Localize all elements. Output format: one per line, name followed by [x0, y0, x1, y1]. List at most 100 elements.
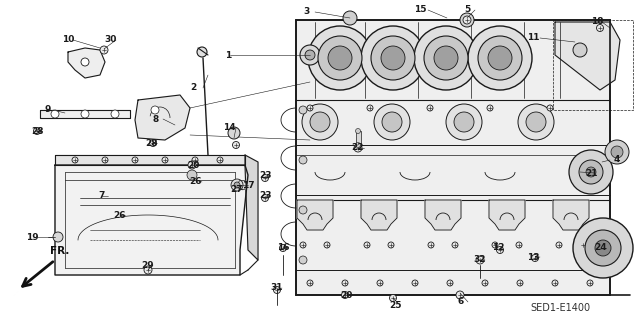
- Circle shape: [447, 280, 453, 286]
- Circle shape: [355, 143, 360, 147]
- Circle shape: [428, 242, 434, 248]
- Circle shape: [328, 46, 352, 70]
- Circle shape: [307, 105, 313, 111]
- Circle shape: [452, 242, 458, 248]
- Circle shape: [81, 58, 89, 66]
- Text: 1: 1: [225, 50, 231, 60]
- Text: 18: 18: [591, 18, 604, 26]
- Circle shape: [33, 128, 40, 135]
- Circle shape: [299, 156, 307, 164]
- Bar: [296, 20, 610, 295]
- Circle shape: [388, 242, 394, 248]
- Circle shape: [300, 45, 320, 65]
- Text: 8: 8: [153, 115, 159, 123]
- Circle shape: [374, 104, 410, 140]
- Circle shape: [354, 144, 362, 152]
- Circle shape: [569, 150, 613, 194]
- Text: 11: 11: [527, 33, 540, 42]
- Text: 6: 6: [458, 298, 464, 307]
- Text: 3: 3: [304, 8, 310, 17]
- Text: 10: 10: [62, 35, 74, 44]
- Circle shape: [361, 26, 425, 90]
- Polygon shape: [55, 155, 245, 165]
- Polygon shape: [68, 48, 105, 78]
- Circle shape: [318, 36, 362, 80]
- Circle shape: [580, 242, 586, 248]
- Circle shape: [100, 46, 108, 54]
- Text: 31: 31: [271, 284, 284, 293]
- Text: 9: 9: [45, 106, 51, 115]
- Text: 27: 27: [230, 186, 243, 195]
- Circle shape: [516, 242, 522, 248]
- Circle shape: [51, 110, 59, 118]
- Text: 2: 2: [190, 84, 196, 93]
- Polygon shape: [555, 22, 620, 90]
- Circle shape: [531, 255, 538, 262]
- Circle shape: [367, 105, 373, 111]
- Polygon shape: [297, 200, 333, 230]
- Circle shape: [456, 291, 464, 299]
- Text: 23: 23: [259, 170, 271, 180]
- Circle shape: [197, 47, 207, 57]
- Text: 13: 13: [527, 253, 540, 262]
- Text: 21: 21: [585, 168, 597, 177]
- Circle shape: [231, 179, 243, 191]
- Text: 14: 14: [223, 123, 236, 132]
- Circle shape: [446, 104, 482, 140]
- Text: 22: 22: [352, 144, 364, 152]
- Circle shape: [302, 104, 338, 140]
- Circle shape: [234, 182, 240, 188]
- Text: 20: 20: [187, 160, 199, 169]
- Circle shape: [463, 16, 471, 24]
- Circle shape: [102, 157, 108, 163]
- Circle shape: [342, 280, 348, 286]
- Circle shape: [412, 280, 418, 286]
- Circle shape: [585, 230, 621, 266]
- Circle shape: [324, 242, 330, 248]
- Text: 15: 15: [413, 5, 426, 14]
- Text: 26: 26: [114, 211, 126, 219]
- Circle shape: [611, 146, 623, 158]
- Circle shape: [151, 106, 159, 114]
- Circle shape: [517, 280, 523, 286]
- Text: 24: 24: [595, 243, 607, 253]
- Text: 17: 17: [242, 181, 254, 189]
- Circle shape: [487, 105, 493, 111]
- Circle shape: [308, 26, 372, 90]
- Text: 12: 12: [492, 242, 504, 251]
- Circle shape: [162, 157, 168, 163]
- Circle shape: [390, 294, 397, 301]
- Polygon shape: [40, 110, 130, 118]
- Circle shape: [232, 142, 239, 149]
- Circle shape: [478, 36, 522, 80]
- Circle shape: [188, 161, 196, 169]
- Circle shape: [299, 106, 307, 114]
- Text: 4: 4: [614, 155, 620, 165]
- Circle shape: [547, 105, 553, 111]
- Circle shape: [111, 110, 119, 118]
- Circle shape: [552, 280, 558, 286]
- Circle shape: [381, 46, 405, 70]
- Text: 23: 23: [259, 190, 271, 199]
- Circle shape: [518, 104, 554, 140]
- Polygon shape: [55, 165, 248, 275]
- Circle shape: [492, 242, 498, 248]
- Text: 16: 16: [276, 242, 289, 251]
- Polygon shape: [425, 200, 461, 230]
- Circle shape: [377, 280, 383, 286]
- Circle shape: [488, 46, 512, 70]
- Circle shape: [300, 242, 306, 248]
- Polygon shape: [361, 200, 397, 230]
- Circle shape: [262, 174, 269, 182]
- Circle shape: [414, 26, 478, 90]
- Text: 28: 28: [146, 138, 158, 147]
- Text: 25: 25: [388, 300, 401, 309]
- Circle shape: [307, 280, 313, 286]
- Circle shape: [192, 157, 198, 163]
- Circle shape: [586, 167, 596, 177]
- Polygon shape: [237, 181, 247, 189]
- Circle shape: [468, 26, 532, 90]
- Circle shape: [342, 292, 349, 299]
- Circle shape: [424, 36, 468, 80]
- Circle shape: [596, 25, 604, 32]
